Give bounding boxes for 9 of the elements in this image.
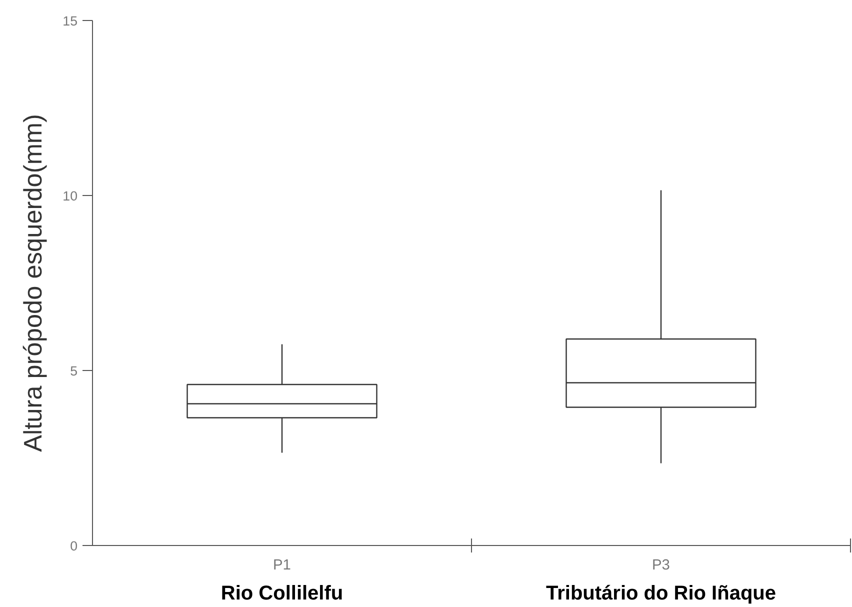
y-tick-label: 0 (70, 538, 78, 554)
text: Rio Collilelfu (220, 582, 344, 604)
y-tick-label: 5 (70, 364, 78, 378)
x-tick-label: P1 (273, 558, 291, 574)
x-tick-label: P3 (652, 558, 670, 574)
text: Tributário do Rio Iñaque (546, 582, 776, 604)
y-tick-label: 15 (62, 14, 78, 28)
y-axis-title: Altura própodo esquerdo(mm) (20, 114, 48, 452)
y-tick-label: 10 (62, 188, 78, 204)
